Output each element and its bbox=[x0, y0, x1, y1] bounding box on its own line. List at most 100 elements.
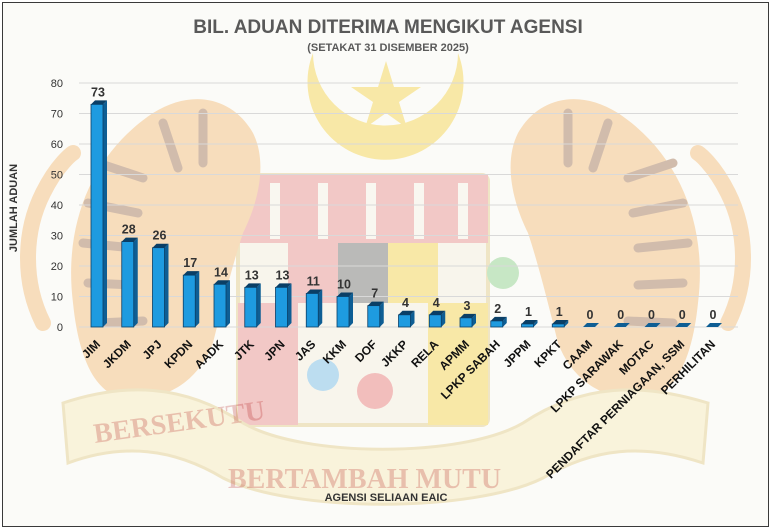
bar bbox=[121, 237, 138, 328]
bar-top bbox=[460, 313, 476, 318]
y-tick-label: 70 bbox=[51, 109, 63, 121]
bar bbox=[613, 323, 630, 327]
data-label: 11 bbox=[307, 274, 320, 288]
bar-side bbox=[349, 292, 353, 327]
bar-front bbox=[336, 296, 350, 328]
bar bbox=[398, 310, 415, 328]
bar-top bbox=[214, 280, 230, 285]
bar-front bbox=[490, 320, 504, 328]
bar-top bbox=[490, 316, 507, 321]
y-axis-ticks: 0 10 20 30 40 50 60 70 80 bbox=[51, 78, 63, 334]
bar-front bbox=[182, 274, 196, 328]
bar-side bbox=[502, 316, 507, 327]
bar-side bbox=[164, 243, 169, 327]
bar-top bbox=[552, 319, 569, 324]
bar-side bbox=[533, 319, 538, 327]
data-label: 1 bbox=[525, 305, 532, 319]
bar-front bbox=[521, 323, 534, 328]
bar-top bbox=[675, 323, 692, 327]
bar bbox=[644, 323, 661, 327]
y-tick-label: 40 bbox=[51, 200, 63, 212]
bar bbox=[367, 301, 384, 328]
data-label: 13 bbox=[276, 268, 290, 282]
bar-front bbox=[459, 317, 473, 328]
bar-front bbox=[244, 286, 258, 328]
bar-side bbox=[103, 100, 107, 327]
bar bbox=[275, 283, 292, 328]
bar-side bbox=[256, 283, 261, 327]
data-label: 0 bbox=[679, 308, 686, 322]
x-tick-label: KPDN bbox=[161, 337, 195, 371]
data-label: 14 bbox=[214, 265, 228, 279]
x-tick-label: JPN bbox=[261, 337, 287, 363]
bar-side bbox=[226, 280, 230, 327]
x-tick-label: JPJ bbox=[140, 337, 165, 362]
y-tick-label: 10 bbox=[51, 292, 63, 304]
bar-front bbox=[367, 305, 381, 328]
bar-side bbox=[133, 237, 138, 327]
bar-side bbox=[379, 301, 384, 327]
bar-front bbox=[213, 283, 227, 328]
x-tick-label: JKKP bbox=[378, 337, 411, 370]
crescent-icon bbox=[307, 53, 464, 160]
bar-side bbox=[472, 313, 476, 327]
data-label: 0 bbox=[648, 308, 655, 322]
gridlines bbox=[79, 82, 738, 328]
x-axis-title: AGENSI SELIAAN EAIC bbox=[325, 492, 448, 504]
bar-side bbox=[441, 310, 446, 327]
bar-front bbox=[428, 314, 442, 328]
bar-top bbox=[152, 243, 169, 248]
bar bbox=[428, 310, 446, 328]
motto-ribbon bbox=[61, 388, 710, 506]
x-tick-label: JKDM bbox=[100, 337, 134, 371]
data-label: 73 bbox=[91, 85, 105, 99]
bar-top bbox=[244, 283, 261, 288]
bar bbox=[675, 323, 692, 327]
data-label: 1 bbox=[556, 305, 563, 319]
y-tick-label: 60 bbox=[51, 139, 63, 151]
x-tick-label: KPKT bbox=[531, 337, 564, 370]
bar-chart: BIL. ADUAN DITERIMA MENGIKUT AGENSI (SET… bbox=[8, 17, 738, 504]
bar bbox=[583, 323, 599, 327]
bar-front bbox=[121, 241, 135, 328]
star-icon bbox=[351, 61, 421, 128]
bar-top bbox=[429, 310, 446, 315]
y-tick-label: 20 bbox=[51, 261, 63, 273]
bar bbox=[305, 289, 323, 328]
bar bbox=[182, 271, 200, 328]
y-tick-label: 50 bbox=[51, 170, 63, 182]
x-tick-label: JAS bbox=[292, 337, 318, 363]
bar bbox=[490, 316, 507, 328]
data-label: 2 bbox=[494, 302, 501, 316]
data-label: 17 bbox=[183, 256, 197, 270]
bar-top bbox=[644, 323, 661, 327]
y-axis-title: JUMLAH ADUAN bbox=[8, 164, 20, 252]
data-label: 0 bbox=[710, 308, 717, 322]
bar-top bbox=[706, 323, 722, 327]
data-label: 4 bbox=[402, 296, 409, 310]
data-label: 28 bbox=[122, 223, 136, 237]
data-label: 7 bbox=[371, 287, 378, 301]
y-tick-label: 0 bbox=[57, 322, 63, 334]
bar bbox=[336, 292, 353, 328]
bar-top bbox=[121, 237, 138, 242]
data-label: 26 bbox=[153, 229, 167, 243]
bar-front bbox=[90, 103, 104, 328]
x-tick-label: RELA bbox=[408, 337, 441, 370]
y-tick-label: 30 bbox=[51, 231, 63, 243]
bar-top bbox=[398, 310, 415, 315]
bar bbox=[152, 243, 169, 328]
bar-top bbox=[337, 292, 353, 297]
chart-title: BIL. ADUAN DITERIMA MENGIKUT AGENSI bbox=[193, 17, 583, 38]
bar bbox=[459, 313, 476, 328]
bar-side bbox=[564, 319, 569, 327]
x-tick-label: AADK bbox=[192, 337, 227, 372]
bar-front bbox=[152, 247, 165, 328]
bar-front bbox=[305, 293, 319, 328]
bar-front bbox=[275, 286, 288, 328]
bar-side bbox=[318, 289, 323, 327]
bar-side bbox=[195, 271, 200, 327]
bar-top bbox=[183, 271, 200, 276]
x-tick-label: JPPM bbox=[501, 337, 534, 370]
